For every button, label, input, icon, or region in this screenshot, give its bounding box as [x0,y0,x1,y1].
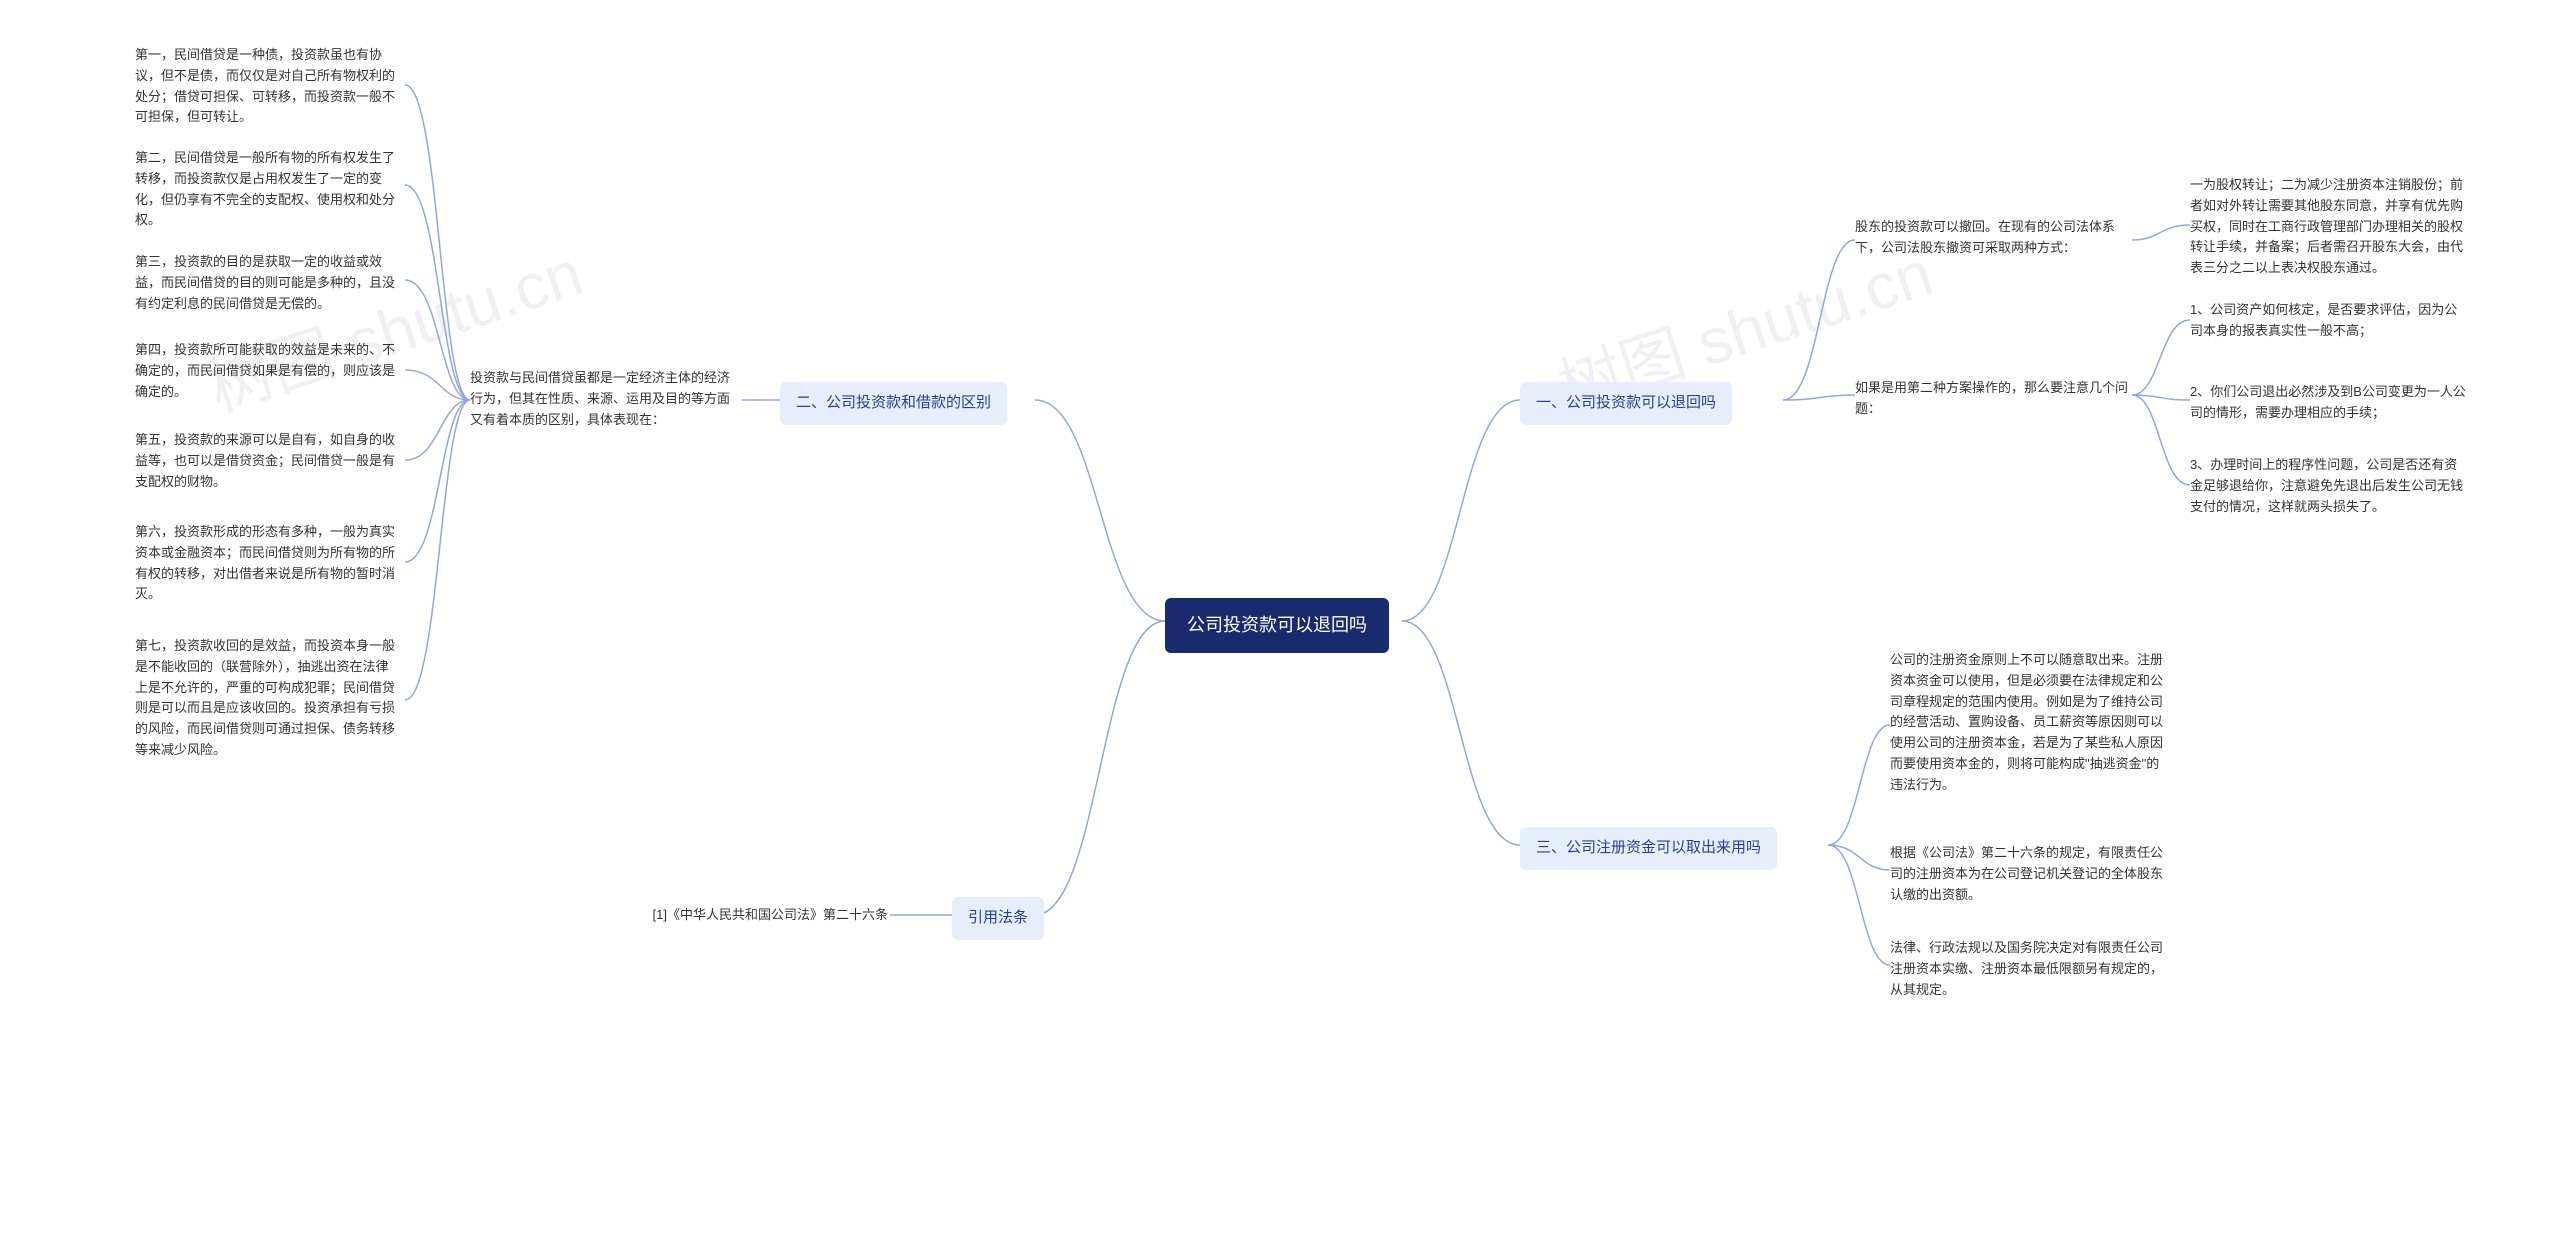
branch-3-title: 三、公司注册资金可以取出来用吗 [1520,827,1777,870]
b1-child-1: 股东的投资款可以撤回。在现有的公司法体系下，公司法股东撤资可采取两种方式： [1855,217,2130,259]
b2-3: 第三，投资款的目的是获取一定的收益或效益，而民间借贷的目的则可能是多种的，且没有… [135,252,395,314]
b1-2-3: 3、办理时间上的程序性问题，公司是否还有资金足够退给你，注意避免先退出后发生公司… [2190,455,2470,517]
b1-2-2: 2、你们公司退出必然涉及到B公司变更为一人公司的情形，需要办理相应的手续； [2190,382,2470,424]
b1-child-2: 如果是用第二种方案操作的，那么要注意几个问题： [1855,378,2130,420]
b2-2: 第二，民间借贷是一般所有物的所有权发生了转移，而投资款仅是占用权发生了一定的变化… [135,148,395,231]
b2-1: 第一，民间借贷是一种债，投资款虽也有协议，但不是债，而仅仅是对自己所有物权利的处… [135,45,395,128]
b2-4: 第四，投资款所可能获取的效益是未来的、不确定的，而民间借贷如果是有偿的，则应该是… [135,340,395,402]
b2-6: 第六，投资款形成的形态有多种，一般为真实资本或金融资本；而民间借贷则为所有物的所… [135,522,395,605]
root-node: 公司投资款可以退回吗 [1165,598,1389,653]
b1-2-1: 1、公司资产如何核定，是否要求评估，因为公司本身的报表真实性一般不高； [2190,300,2470,342]
branch-2-title: 二、公司投资款和借款的区别 [780,382,1007,425]
branch-4-title: 引用法条 [952,897,1044,940]
b3-1: 公司的注册资金原则上不可以随意取出来。注册资本资金可以使用，但是必须要在法律规定… [1890,650,2170,796]
b2-5: 第五，投资款的来源可以是自有，如自身的收益等，也可以是借贷资金；民间借贷一般是有… [135,430,395,492]
b1-1-1: 一为股权转让；二为减少注册资本注销股份；前者如对外转让需要其他股东同意，并享有优… [2190,175,2470,279]
b3-2: 根据《公司法》第二十六条的规定，有限责任公司的注册资本为在公司登记机关登记的全体… [1890,843,2170,905]
b4-1: [1]《中华人民共和国公司法》第二十六条 [618,905,888,926]
b3-3: 法律、行政法规以及国务院决定对有限责任公司注册资本实缴、注册资本最低限额另有规定… [1890,938,2170,1000]
b2-7: 第七，投资款收回的是效益，而投资本身一般是不能收回的（联营除外），抽逃出资在法律… [135,636,395,761]
branch-1-title: 一、公司投资款可以退回吗 [1520,382,1732,425]
b2-intro: 投资款与民间借贷虽都是一定经济主体的经济行为，但其在性质、来源、运用及目的等方面… [470,368,740,430]
